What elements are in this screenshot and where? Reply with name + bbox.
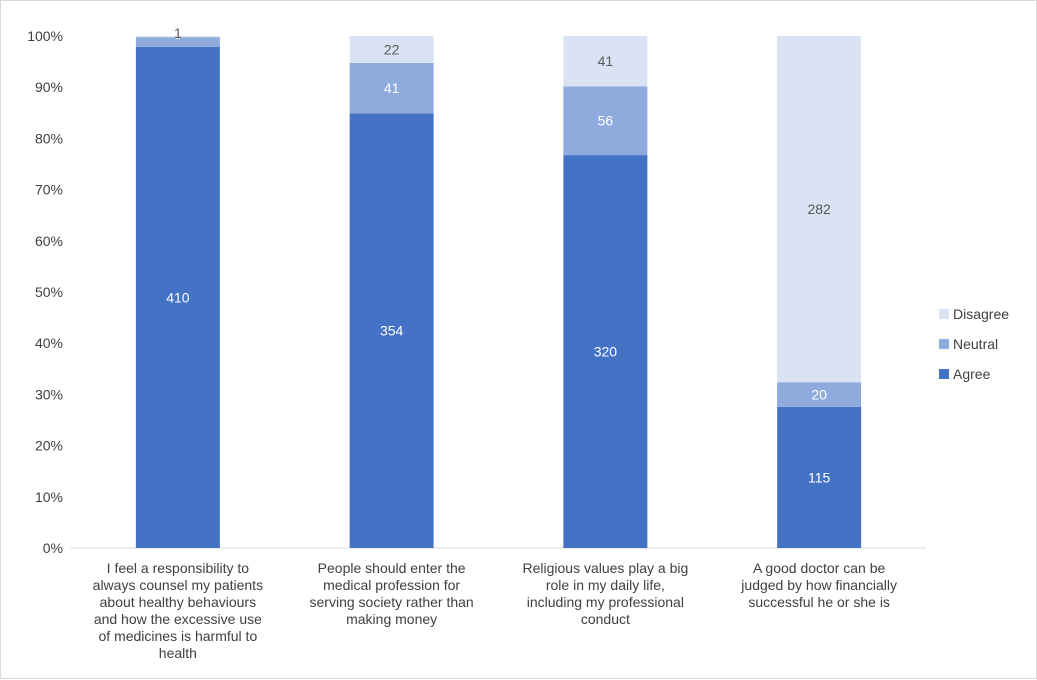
y-tick-label: 30% (35, 386, 63, 402)
x-category-label: role in my daily life, (546, 577, 665, 593)
y-tick-label: 0% (43, 540, 63, 556)
y-tick-label: 20% (35, 438, 63, 454)
data-label: 41 (598, 53, 614, 69)
legend-swatch-disagree (939, 309, 949, 319)
data-label: 410 (166, 289, 190, 305)
bar-segment-neutral (563, 86, 648, 156)
bar-segment-agree (777, 406, 862, 548)
bar-segment-disagree (135, 36, 220, 38)
data-label: 22 (384, 42, 400, 58)
y-tick-label: 60% (35, 233, 63, 249)
data-label: 41 (384, 80, 400, 96)
bar-segment-disagree (777, 36, 862, 383)
x-category-label: and how the excessive use (94, 611, 262, 627)
legend-label-agree: Agree (953, 366, 991, 382)
x-category-label: conduct (581, 611, 630, 627)
y-tick-label: 90% (35, 79, 63, 95)
y-tick-label: 70% (35, 182, 63, 198)
x-category-label: People should enter the (318, 560, 466, 576)
x-category-label: medical profession for (323, 577, 460, 593)
y-tick-label: 10% (35, 489, 63, 505)
data-label: 8 (174, 26, 182, 42)
y-tick-label: 100% (27, 28, 63, 44)
data-label: 282 (807, 201, 831, 217)
data-label: 354 (380, 323, 404, 339)
legend-label-neutral: Neutral (953, 336, 998, 352)
bar-segment-neutral (777, 382, 862, 407)
x-category-label: making money (346, 611, 437, 627)
bar-segment-agree (135, 46, 220, 548)
bar-segment-agree (563, 155, 648, 548)
x-category-label: successful he or she is (748, 594, 890, 610)
x-category-label: A good doctor can be (753, 560, 886, 576)
legend-label-disagree: Disagree (953, 306, 1009, 322)
x-category-label: judged by how financially (740, 577, 897, 593)
bar-segment-agree (349, 113, 434, 549)
bar-segment-disagree (349, 36, 434, 64)
data-label: 20 (811, 387, 827, 403)
x-category-label: health (159, 645, 197, 661)
legend-swatch-neutral (939, 339, 949, 349)
x-category-label: about healthy behaviours (100, 594, 256, 610)
x-category-label: serving society rather than (310, 594, 474, 610)
x-category-label: always counsel my patients (93, 577, 263, 593)
data-label: 1 (174, 25, 182, 41)
x-category-label: I feel a responsibility to (107, 560, 250, 576)
y-tick-label: 80% (35, 130, 63, 146)
data-label: 56 (598, 113, 614, 129)
bar-segment-disagree (563, 36, 648, 87)
y-tick-label: 40% (35, 335, 63, 351)
y-tick-label: 50% (35, 284, 63, 300)
x-category-label: of medicines is harmful to (99, 628, 258, 644)
x-category-label: including my professional (527, 594, 684, 610)
data-label: 320 (594, 344, 618, 360)
bar-segment-neutral (135, 37, 220, 47)
x-category-label: Religious values play a big (522, 560, 688, 576)
legend-swatch-agree (939, 369, 949, 379)
data-label: 115 (808, 469, 831, 485)
bar-segment-neutral (349, 63, 434, 114)
